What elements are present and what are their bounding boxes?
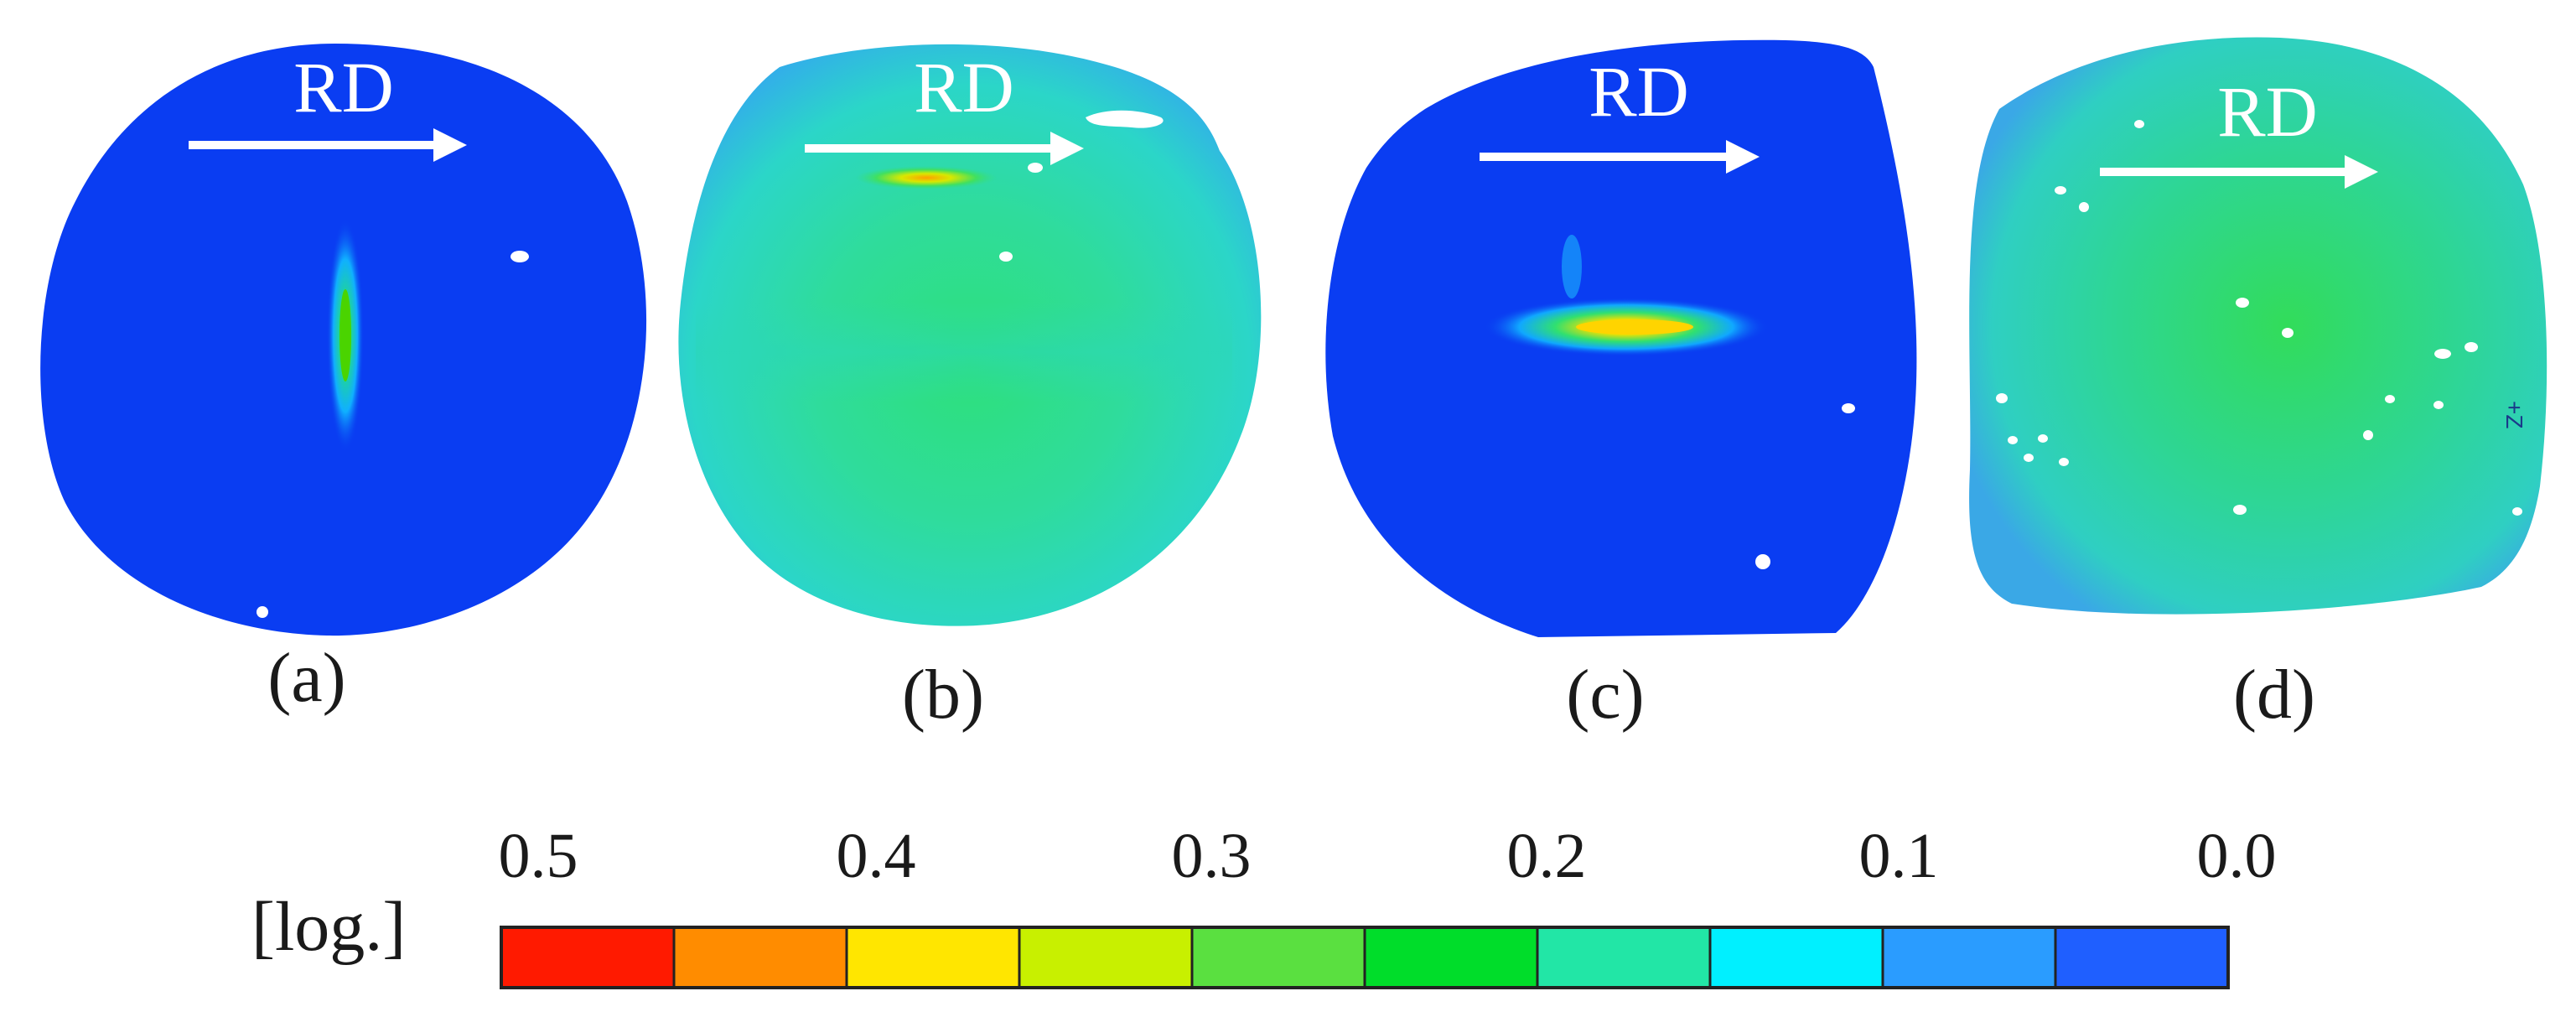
panel-b-rd-label: RD: [914, 47, 1013, 127]
panel-a-strain-core: [339, 289, 351, 381]
panel-a-rd-label: RD: [293, 47, 393, 127]
panel-a-void: [511, 251, 529, 262]
colorbar-segments: [500, 926, 2230, 989]
panel-c-rd-label: RD: [1589, 51, 1688, 132]
colorbar-segment: [672, 926, 848, 989]
colorbar-segment: [845, 926, 1021, 989]
colorbar-segment: [1881, 926, 2057, 989]
panel-b: RD (b): [678, 44, 1262, 734]
panel-d: +Z RD (d): [1969, 37, 2547, 734]
colorbar-unit-label: [log.]: [251, 888, 406, 966]
colorbar-segment: [1363, 926, 1539, 989]
panel-b-band: [696, 302, 1232, 402]
colorbar-segment: [1708, 926, 1884, 989]
colorbar-frame: [500, 926, 2230, 989]
panel-a-void: [257, 606, 268, 618]
colorbar-segment: [1018, 926, 1194, 989]
panel-c-void: [1842, 403, 1855, 413]
colorbar-tick-label: 0.1: [1859, 821, 1939, 891]
colorbar-segment: [2054, 926, 2230, 989]
panel-d-voids: [1996, 120, 2522, 516]
panel-d-axis-marker: +Z: [2501, 401, 2527, 428]
colorbar: [log.] 0.5 0.4 0.3 0.2 0.1 0.0: [251, 821, 2277, 989]
panel-d-label: (d): [2233, 656, 2315, 734]
colorbar-segment: [1190, 926, 1366, 989]
panel-b-edge-void: [1086, 110, 1164, 128]
panel-a: RD (a): [40, 44, 647, 717]
colorbar-tick-label: 0.4: [837, 821, 916, 891]
colorbar-tick-label: 0.5: [499, 821, 578, 891]
panel-d-shape: [1969, 37, 2547, 615]
panel-c-void: [1755, 554, 1770, 569]
colorbar-segment: [500, 926, 676, 989]
panel-c: RD (c): [1325, 39, 1917, 734]
panel-c-strain-core: [1576, 319, 1693, 335]
panel-b-label: (b): [902, 656, 984, 734]
panel-a-label: (a): [267, 639, 345, 717]
panel-c-label: (c): [1566, 656, 1644, 734]
colorbar-segment: [1536, 926, 1712, 989]
colorbar-tick-label: 0.2: [1507, 821, 1587, 891]
panel-c-strain-whisp: [1562, 235, 1582, 298]
colorbar-tick-labels: 0.5 0.4 0.3 0.2 0.1 0.0: [499, 821, 2277, 891]
panel-b-void: [1028, 163, 1043, 173]
colorbar-tick-label: 0.3: [1172, 821, 1252, 891]
colorbar-tick-label: 0.0: [2197, 821, 2277, 891]
panel-b-strain-streak: [855, 166, 998, 189]
panel-b-void: [999, 252, 1013, 262]
panel-d-rd-label: RD: [2217, 71, 2317, 152]
